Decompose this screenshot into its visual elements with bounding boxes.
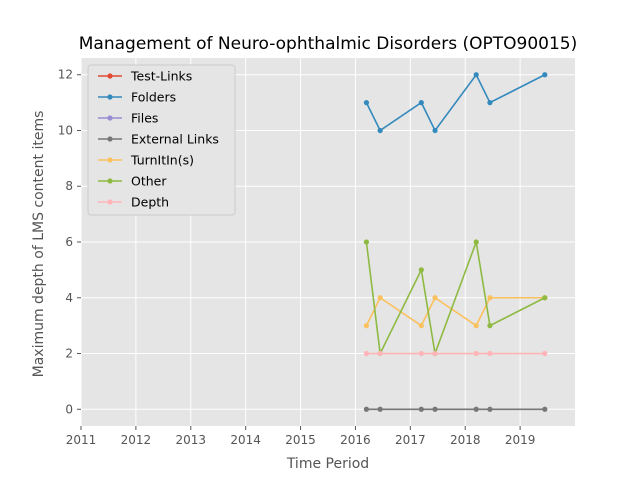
x-tick-label: 2018 [450,433,481,447]
data-point [487,100,493,106]
legend-marker [107,73,113,79]
y-tick-label: 0 [65,402,73,416]
data-point [363,406,370,412]
legend-label: Depth [131,195,169,210]
series-layer [363,72,548,412]
data-point [363,323,370,329]
legend-label: Folders [131,90,176,105]
data-point [542,72,548,78]
x-tick-label: 2013 [176,433,207,447]
data-point [377,295,383,301]
data-point [432,406,438,412]
legend-label: Test-Links [130,69,192,84]
legend-item: Folders [98,90,176,105]
data-point [473,406,479,412]
legend-marker [107,199,113,205]
y-tick-label: 12 [58,68,73,82]
data-point [418,267,424,273]
legend-marker [107,115,113,121]
data-point [363,239,370,245]
data-point [418,350,424,357]
data-point [473,323,479,329]
data-point [363,100,370,106]
legend-item: TurnItIn(s) [98,153,194,168]
x-tick-label: 2016 [340,433,371,447]
legend-marker [107,178,113,184]
data-point [473,239,479,245]
y-tick-label: 4 [65,291,73,305]
data-point [542,406,548,412]
legend-item: Test-Links [98,69,192,84]
legend-marker [107,157,113,163]
data-point [418,323,424,329]
legend-marker [107,94,113,100]
chart-title: Management of Neuro-ophthalmic Disorders… [79,34,578,54]
x-tick-label: 2019 [505,433,536,447]
legend: Test-Links Folders Files External Links Turn… [87,64,236,216]
data-point [418,406,424,412]
data-point [473,72,479,78]
legend-label: TurnItIn(s) [130,153,194,168]
legend-item: Other [98,174,167,189]
data-point [377,406,383,412]
data-point [542,295,548,301]
x-tick-label: 2017 [395,433,426,447]
legend-label: External Links [131,132,219,147]
y-axis-label: Maximum depth of LMS content items [31,111,47,378]
data-point [363,350,370,357]
data-point [432,127,438,134]
x-tick-label: 2012 [121,433,152,447]
legend-marker [107,136,113,142]
x-tick-label: 2011 [66,433,97,447]
data-point [487,406,493,412]
legend-label: Other [131,174,167,189]
legend-item: External Links [98,132,219,147]
data-point [487,323,493,329]
y-tick-label: 10 [58,123,73,137]
data-point [418,100,424,106]
data-point [377,127,383,134]
legend-item: Depth [98,195,169,210]
data-point [487,350,493,357]
data-point [432,350,438,357]
data-point [487,295,493,301]
x-tick-label: 2014 [230,433,261,447]
series-depth [363,350,548,357]
y-tick-label: 8 [65,179,73,193]
x-tick-label: 2015 [285,433,316,447]
y-axis: 0 2 4 6 8 10 12 [58,68,81,416]
data-point [542,350,548,357]
series-folders [363,72,548,134]
series-external-links [363,406,548,412]
legend-label: Files [131,111,158,126]
data-point [473,350,479,357]
legend-item: Files [98,111,158,126]
legend-box [87,64,236,216]
y-tick-label: 6 [65,235,73,249]
data-point [377,350,383,357]
data-point [432,295,438,301]
y-tick-label: 2 [65,347,73,361]
x-axis-label: Time Period [286,456,369,472]
x-axis: 2011 2012 2013 2014 2015 2016 2017 2018 2019 [66,426,536,447]
